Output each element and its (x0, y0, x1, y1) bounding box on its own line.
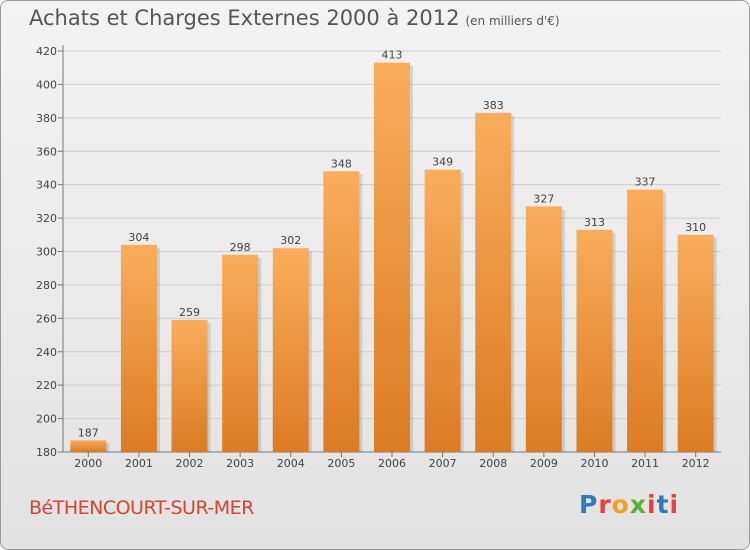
axes: 180 200 220 240 260 280 300 320 340 360 380 400 420 2… (36, 45, 721, 470)
data-label: 187 (78, 426, 99, 439)
data-label: 337 (635, 176, 656, 189)
y-tick-label: 280 (36, 279, 57, 292)
bar (323, 171, 360, 453)
bars (70, 62, 717, 453)
logo-letter: i (669, 490, 680, 519)
y-tick-label: 320 (36, 212, 57, 225)
x-tick-label: 2003 (226, 457, 254, 470)
data-label: 348 (331, 157, 352, 170)
bar (677, 234, 714, 452)
x-tick-label: 2001 (125, 457, 153, 470)
bar (576, 229, 613, 452)
data-label: 327 (533, 192, 554, 205)
x-tick-label: 2004 (277, 457, 305, 470)
x-tick-label: 2010 (580, 457, 608, 470)
proxiti-logo[interactable]: Proxiti (579, 490, 679, 519)
logo-letter: o (611, 490, 630, 519)
y-tick-label: 380 (36, 112, 57, 125)
bar (627, 189, 664, 452)
data-label: 302 (280, 234, 301, 247)
bar (70, 440, 107, 452)
chart-title-text: Achats et Charges Externes 2000 à 2012 (29, 6, 460, 30)
x-tick-label: 2005 (327, 457, 355, 470)
x-tick-label: 2007 (429, 457, 457, 470)
x-tick-label: 2011 (631, 457, 659, 470)
x-tick-label: 2008 (479, 457, 507, 470)
chart-title: Achats et Charges Externes 2000 à 2012 (e… (29, 6, 560, 30)
bar (222, 254, 259, 452)
commune-name: BéTHENCOURT-SUR-MER (29, 497, 254, 519)
data-labels: 187 304 259 298 302 348 413 349 383 327 313 337 310 (78, 49, 706, 440)
bar (475, 112, 512, 452)
bar (272, 248, 309, 452)
logo-letter: P (579, 490, 599, 519)
data-label: 298 (230, 241, 251, 254)
y-tick-label: 240 (36, 346, 57, 359)
bar (171, 320, 208, 452)
data-label: 313 (584, 216, 605, 229)
y-tick-label: 260 (36, 312, 57, 325)
y-tick-label: 420 (36, 45, 57, 58)
y-tick-label: 180 (36, 446, 57, 459)
x-tick-label: 2000 (74, 457, 102, 470)
y-tick-label: 400 (36, 78, 57, 91)
data-label: 259 (179, 306, 200, 319)
data-label: 413 (382, 49, 403, 62)
data-label: 304 (128, 231, 149, 244)
y-tick-label: 340 (36, 179, 57, 192)
bar (424, 169, 461, 453)
logo-letter: r (598, 490, 612, 519)
x-tick-label: 2009 (530, 457, 558, 470)
bar (525, 206, 562, 452)
x-tick-label: 2006 (378, 457, 406, 470)
bar (120, 244, 157, 452)
y-tick-label: 360 (36, 145, 57, 158)
bar (374, 62, 410, 453)
data-label: 310 (685, 221, 706, 234)
x-tick-label: 2012 (682, 457, 710, 470)
logo-letter: i (647, 490, 657, 519)
x-tick-label: 2002 (176, 457, 204, 470)
y-tick-label: 300 (36, 246, 57, 259)
chart-unit: (en milliers d'€) (465, 14, 560, 28)
data-label: 383 (483, 99, 504, 112)
data-label: 349 (432, 156, 453, 169)
y-tick-label: 200 (36, 413, 57, 426)
logo-letter: t (656, 490, 670, 519)
y-tick-label: 220 (36, 379, 57, 392)
logo-letter: x (629, 490, 647, 519)
